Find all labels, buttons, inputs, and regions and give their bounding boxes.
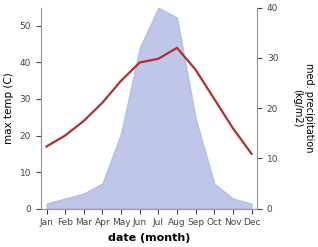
Y-axis label: max temp (C): max temp (C) <box>4 72 14 144</box>
Y-axis label: med. precipitation
(kg/m2): med. precipitation (kg/m2) <box>292 63 314 153</box>
X-axis label: date (month): date (month) <box>108 233 190 243</box>
